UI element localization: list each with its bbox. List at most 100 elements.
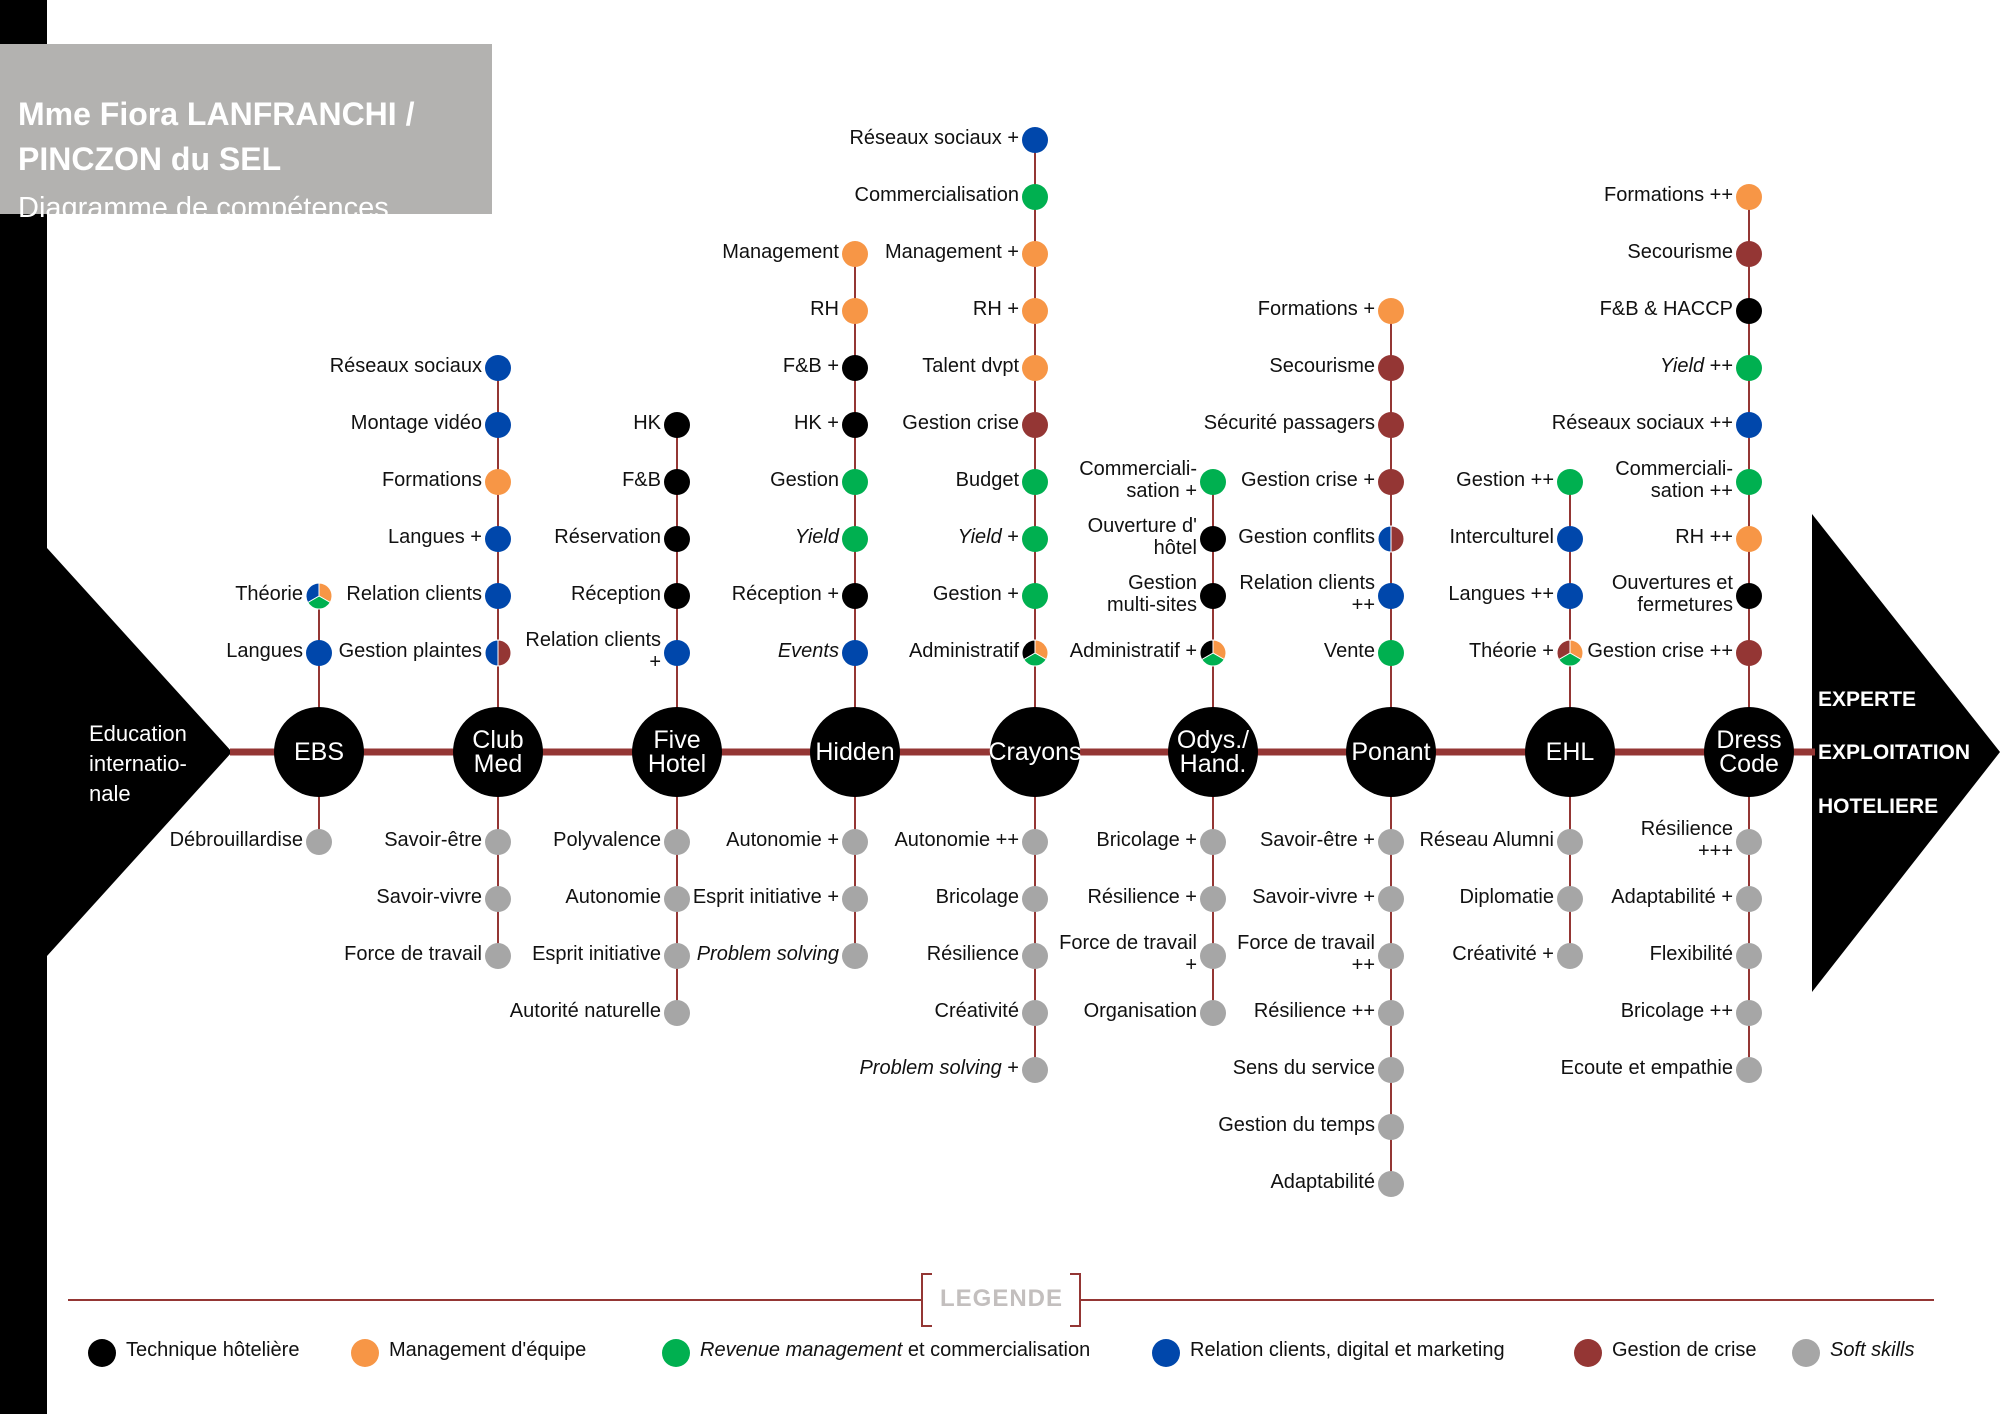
skill-dot-fill [485,469,511,495]
skill-dot [842,298,868,324]
skill-label-line: Gestion conflits [1238,526,1375,548]
skill-label: Théorie + [1469,640,1554,662]
skill-dot-fill [1022,829,1048,855]
skill-dot [1378,355,1404,381]
skill-dot-slice [1199,639,1214,661]
skill-label-line: Adaptabilité [1270,1171,1375,1193]
skill-label-line: RH [810,298,839,320]
skill-label-line: Events [777,640,839,662]
skill-dot-fill [1378,355,1404,381]
skill-dot [1022,298,1048,324]
stage-node [990,707,1080,797]
start-arrow [47,548,232,956]
skill-dot-fill [485,583,511,609]
stage-node [1346,707,1436,797]
skill-dot-soft [1378,1000,1404,1026]
title-name-line2: PINCZON du SEL [18,141,282,177]
left-black-bar [0,0,47,1414]
skill-dot-fill [1022,298,1048,324]
skill-label-line: Sens du service [1232,1057,1375,1079]
skill-dot-fill [1022,184,1048,210]
skill-label-line: Organisation [1083,1000,1197,1022]
skill-label: Savoir-vivre [376,886,482,908]
skill-label: Vente [1324,640,1375,662]
skill-dot-fill [842,241,868,267]
skill-label: Polyvalence [553,829,661,851]
skill-label-line: Gestion crise ++ [1587,640,1733,662]
skill-label-line: Réservation [554,526,661,548]
skill-dot [842,640,868,666]
skill-dot [1736,241,1762,267]
skill-label: Ecoute et empathie [1561,1057,1733,1079]
stage-label-line: Club [472,726,524,754]
skill-dot [1736,298,1762,324]
skill-label-line: F&B [622,469,661,491]
skill-dot-fill [842,355,868,381]
skill-dot [1736,184,1762,210]
skill-dot-slice [1377,525,1392,553]
title-box: Mme Fiora LANFRANCHI / PINCZON du SEL Di… [0,44,492,224]
skill-dot-fill [1022,1057,1048,1083]
skill-dot-fill [1200,886,1226,912]
skill-dot-fill [664,943,690,969]
start-label-line: internatio- [89,751,187,776]
skill-label: Bricolage ++ [1621,1000,1733,1022]
skill-dot-fill [664,829,690,855]
skill-label-line: RH + [972,298,1019,320]
legend-label-text: Management d'équipe [389,1339,587,1361]
skill-dot [664,583,690,609]
skill-label-line: Réseaux sociaux [329,355,482,377]
skill-dot [1557,469,1583,495]
end-arrow [1812,514,2000,992]
skill-dot-fill [1022,1000,1048,1026]
skill-label-line: Ecoute et empathie [1560,1057,1733,1079]
skill-label: Relation clients [346,583,482,605]
skill-dot-fill [842,829,868,855]
skill-dot [485,526,511,552]
legend-label-text: et commercialisation [902,1339,1091,1361]
skill-dot-fill [1378,583,1404,609]
stage-label: Ponant [1351,740,1430,765]
skill-dot-fill [1022,412,1048,438]
skill-dot-soft [842,886,868,912]
skill-label-line: Savoir-vivre [376,886,482,908]
skill-dot [1022,583,1048,609]
skill-dot-fill [842,640,868,666]
skill-label: Ouverture d' hôtel [1088,515,1197,559]
skill-dot [1022,355,1048,381]
skill-label: Yield [795,526,839,548]
skill-label: Yield ++ [1660,355,1733,377]
skill-dot-soft [485,886,511,912]
skill-dot-fill [1557,526,1583,552]
skill-dot [1378,298,1404,324]
skill-label: Gestion crise [902,412,1019,434]
skill-label-line: ++ [1351,594,1375,616]
skill-label-line: Esprit initiative [532,943,661,965]
skill-label-line: Administratif + [1069,640,1197,662]
skill-label-line: Problem solving + [859,1057,1019,1079]
skill-dot-fill [1557,886,1583,912]
skill-label-line: Créativité + [1452,943,1554,965]
stage-node [274,707,364,797]
skill-dot-soft [1736,829,1762,855]
skill-dot-soft [1557,943,1583,969]
skill-label: RH ++ [1675,526,1733,548]
skill-dot-fill [1736,526,1762,552]
stage-label: Club Med [472,726,524,777]
skill-label-line: Relation clients [1239,572,1375,594]
skill-dot-fill [664,526,690,552]
skill-label-line: fermetures [1637,594,1733,616]
skill-dot [1022,127,1048,153]
skill-label: Organisation [1084,1000,1197,1022]
skill-dot-fill [1378,469,1404,495]
skill-label: Esprit initiative + [693,886,839,908]
skill-dot [484,639,512,667]
skill-label-line: Autonomie [565,886,661,908]
legend-label-text: Gestion de crise [1612,1339,1757,1361]
skill-dot [842,583,868,609]
skill-label-line: Réseaux sociaux ++ [1551,412,1733,434]
skill-label-line: Bricolage ++ [1620,1000,1733,1022]
skill-label: Savoir-être + [1260,829,1375,851]
skill-label: Budget [956,469,1019,491]
skill-label: Ouvertures et fermetures [1612,572,1733,616]
